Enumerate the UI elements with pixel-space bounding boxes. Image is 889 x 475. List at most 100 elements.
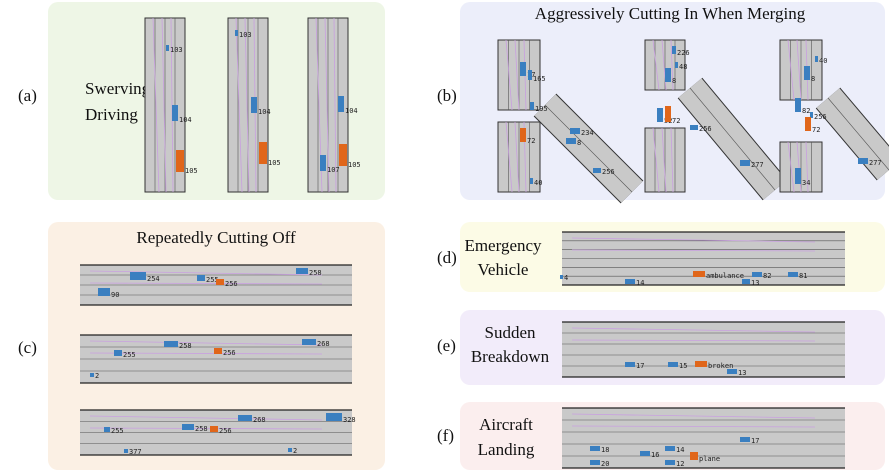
vehicle [805, 117, 811, 131]
vehicle-id: 258 [179, 342, 192, 350]
vehicle-id: 72 [672, 117, 680, 125]
vehicle [590, 446, 600, 451]
vehicle-id: 81 [799, 272, 807, 280]
panel-title: Vehicle [478, 260, 529, 279]
vehicle-id: broken [708, 362, 733, 370]
vehicle-id: 105 [185, 167, 198, 175]
vehicle [288, 448, 292, 452]
vehicle-id: 15 [679, 362, 687, 370]
vehicle-id: 14 [636, 279, 644, 287]
vehicle [657, 108, 663, 122]
vehicle [339, 144, 347, 166]
vehicle-id: 256 [219, 427, 232, 435]
panel-label: (b) [437, 86, 457, 105]
vehicle [742, 279, 750, 284]
vehicle-id: 40 [819, 57, 827, 65]
panel-title: Driving [85, 105, 138, 124]
panel-label: (e) [437, 336, 456, 355]
vehicle [296, 268, 308, 274]
vehicle-id: 18 [601, 446, 609, 454]
panel-title: Repeatedly Cutting Off [136, 228, 296, 247]
vehicle-id: 8 [811, 75, 815, 83]
vehicle [570, 128, 580, 134]
vehicle [695, 361, 707, 367]
vehicle-id: 4 [564, 274, 568, 282]
vehicle [858, 158, 868, 164]
vehicle-id: 72 [527, 137, 535, 145]
vehicle [625, 279, 635, 284]
vehicle [90, 373, 94, 377]
vehicle-id: 40 [534, 179, 542, 187]
panel-title: Sudden [485, 323, 537, 342]
panel-label: (f) [437, 426, 454, 445]
vehicle [727, 369, 737, 374]
vehicle [182, 424, 194, 430]
vehicle [259, 142, 267, 164]
vehicle-id: 105 [348, 161, 361, 169]
vehicle [530, 178, 533, 184]
vehicle-id: 104 [345, 107, 358, 115]
vehicle [216, 279, 224, 285]
vehicle-id: 256 [602, 168, 615, 176]
vehicle-id: 20 [601, 460, 609, 468]
vehicle [176, 150, 184, 172]
vehicle [795, 98, 801, 112]
vehicle-id: 328 [343, 416, 356, 424]
vehicle-id: ambulance [706, 272, 744, 280]
vehicle [124, 449, 128, 453]
panel-label: (d) [437, 248, 457, 267]
panel-title: Emergency [464, 236, 542, 255]
vehicle [214, 348, 222, 354]
vehicle-id: 48 [679, 63, 687, 71]
panel-title: Aircraft [479, 415, 533, 434]
vehicle [590, 460, 600, 465]
vehicle [520, 62, 526, 76]
vehicle [593, 168, 601, 173]
vehicle [326, 413, 342, 421]
vehicle [560, 275, 563, 279]
vehicle [166, 45, 169, 51]
vehicle-id: 12 [676, 460, 684, 468]
vehicle-id: 256 [223, 349, 236, 357]
vehicle [665, 106, 671, 122]
vehicle-id: 256 [814, 113, 827, 121]
vehicle-id: 277 [869, 159, 882, 167]
vehicle-id: 2 [293, 447, 297, 455]
vehicle-id: 165 [533, 75, 546, 83]
vehicle [235, 30, 238, 36]
vehicle-id: 14 [676, 446, 684, 454]
vehicle [672, 46, 676, 54]
vehicle-id: 268 [317, 340, 330, 348]
vehicle-id: 8 [577, 139, 581, 147]
panel-label: (c) [18, 338, 37, 357]
vehicle [788, 272, 798, 277]
vehicle [665, 446, 675, 451]
vehicle-id: 103 [170, 46, 183, 54]
vehicle [640, 451, 650, 456]
panel-label: (a) [18, 86, 37, 105]
vehicle-id: 17 [751, 437, 759, 445]
vehicle [130, 272, 146, 280]
vehicle-id: 13 [751, 279, 759, 287]
vehicle-id: 16 [651, 451, 659, 459]
vehicle-id: 256 [699, 125, 712, 133]
vehicle-id: 255 [123, 351, 136, 359]
panel-title: Breakdown [471, 347, 550, 366]
vehicle-id: 104 [258, 108, 271, 116]
vehicle [693, 271, 705, 277]
vehicle [804, 66, 810, 80]
vehicle-id: 90 [111, 291, 119, 299]
vehicle [320, 155, 326, 171]
vehicle [566, 138, 576, 144]
vehicle [164, 341, 178, 347]
vehicle-id: 13 [738, 369, 746, 377]
vehicle-id: 255 [111, 427, 124, 435]
vehicle-id: 254 [147, 275, 160, 283]
vehicle [528, 70, 532, 80]
figure: (a)SwervingDriving1031041051031041051041… [0, 0, 889, 475]
vehicle-id: 258 [309, 269, 322, 277]
vehicle [210, 426, 218, 432]
vehicle [197, 275, 205, 281]
vehicle-id: 72 [812, 126, 820, 134]
vehicle [104, 427, 110, 432]
